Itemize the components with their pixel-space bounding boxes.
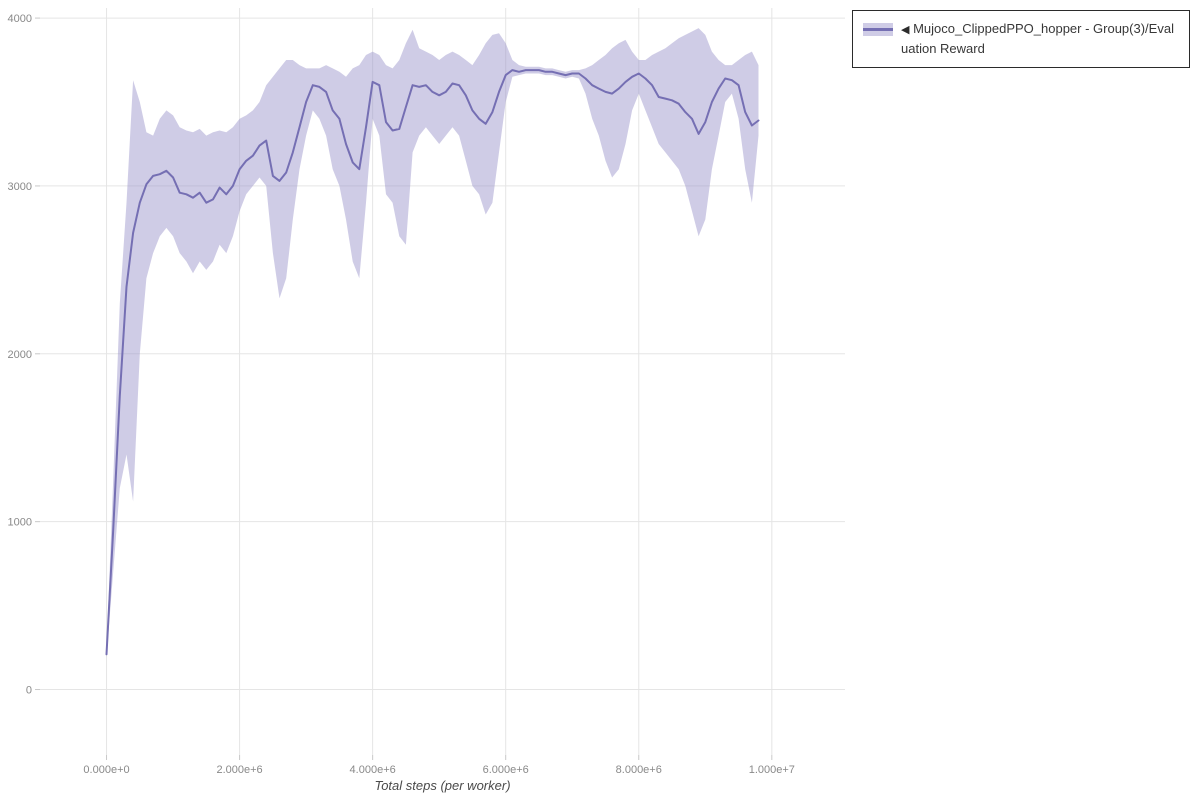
legend-label: Mujoco_ClippedPPO_hopper - Group(3)/Eval… <box>901 21 1174 57</box>
x-axis-tick-label: 1.000e+7 <box>749 764 795 776</box>
y-axis-tick-label: 1000 <box>8 517 32 529</box>
collapse-arrow-icon[interactable]: ◀ <box>901 24 910 36</box>
y-axis-tick-label: 2000 <box>8 349 32 361</box>
line-chart-canvas[interactable]: 0.000e+0 2.000e+6 4.000e+6 6.000e+6 8.000e+6… <box>0 0 850 800</box>
x-axis-tick-label: 4.000e+6 <box>350 764 396 776</box>
legend-entry-text: ◀ Mujoco_ClippedPPO_hopper - Group(3)/Ev… <box>901 19 1179 59</box>
x-axis-tick-label: 6.000e+6 <box>483 764 529 776</box>
x-axis-title: Total steps (per worker) <box>374 778 510 793</box>
x-axis-tick-label: 8.000e+6 <box>616 764 662 776</box>
x-axis-tick-label: 0.000e+0 <box>83 764 129 776</box>
legend-swatch-band-line-icon <box>863 23 893 36</box>
legend-swatch-line <box>863 28 893 31</box>
y-axis-tick-label: 4000 <box>8 13 32 25</box>
legend-item[interactable]: ◀ Mujoco_ClippedPPO_hopper - Group(3)/Ev… <box>863 19 1179 59</box>
y-axis-tick-label: 3000 <box>8 181 32 193</box>
legend: ◀ Mujoco_ClippedPPO_hopper - Group(3)/Ev… <box>852 10 1190 69</box>
confidence-band <box>106 28 759 658</box>
x-axis-tick-label: 2.000e+6 <box>216 764 262 776</box>
y-axis-tick-label: 0 <box>26 685 32 697</box>
mean-line <box>105 69 760 656</box>
